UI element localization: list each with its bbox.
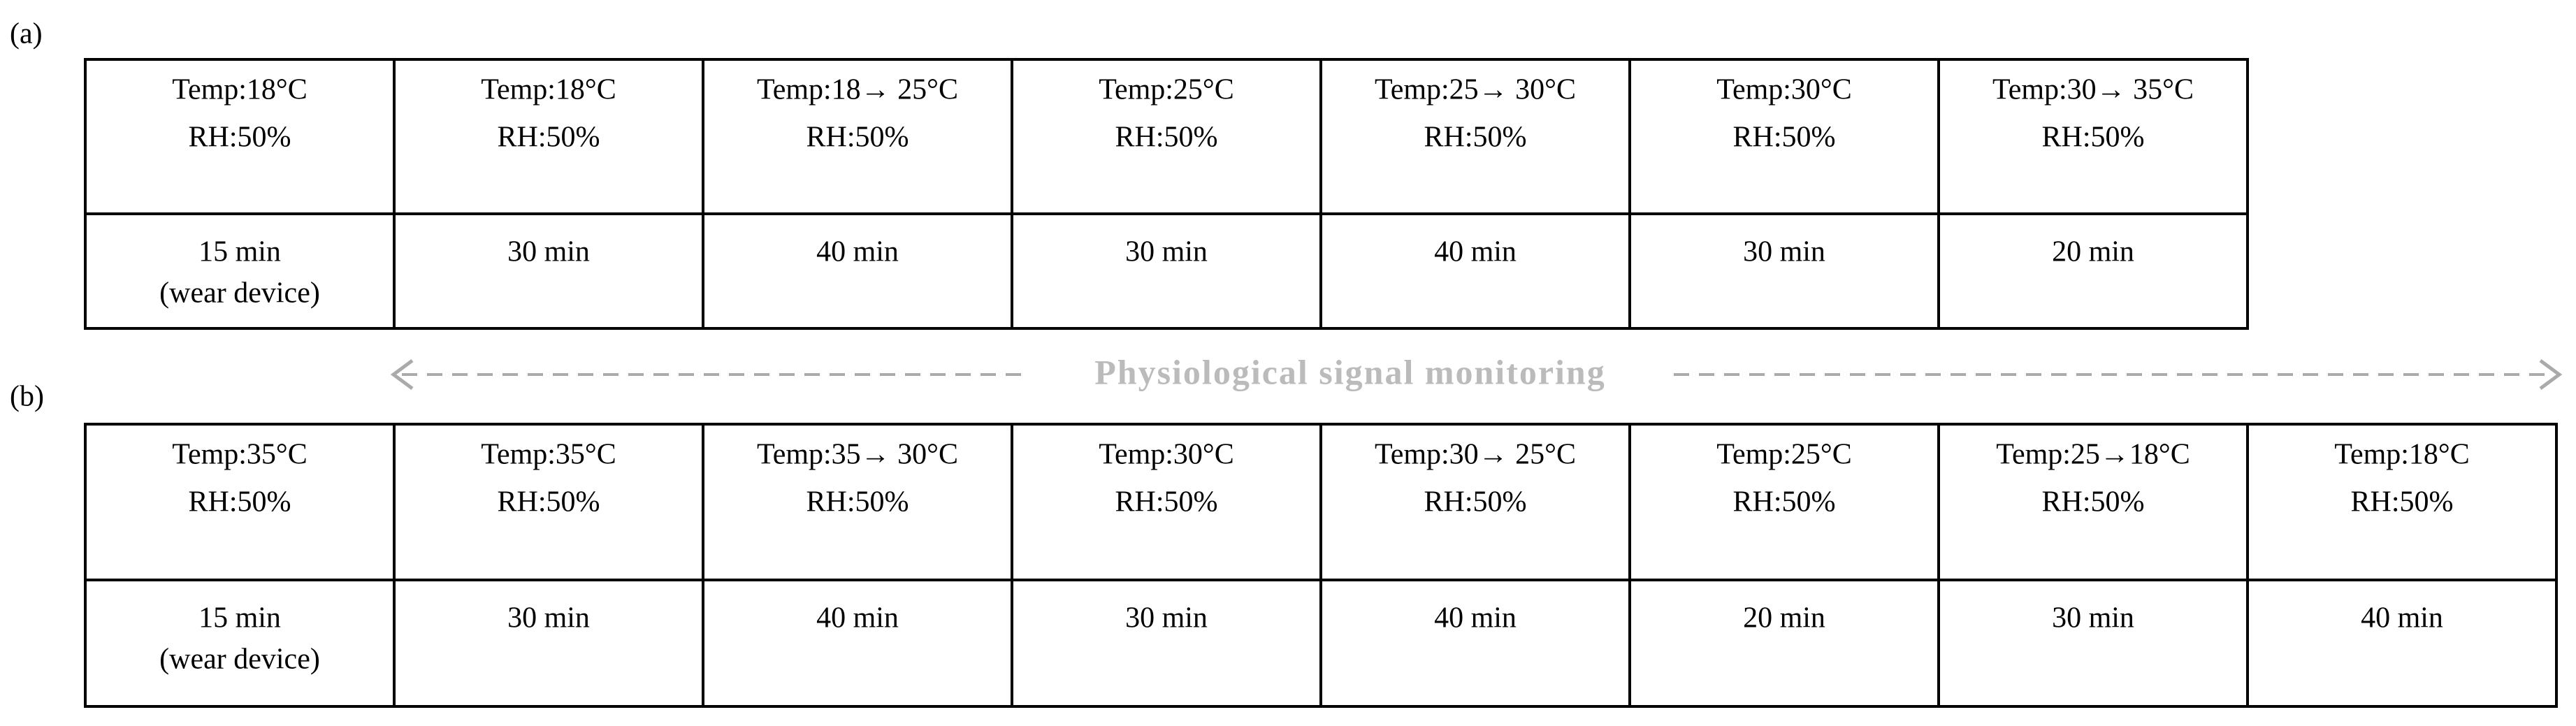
arrow-head [390, 358, 414, 391]
condition-text: RH:50% [806, 486, 909, 518]
condition-text: Temp:30°C [1716, 74, 1852, 106]
duration-text: 15 min [198, 602, 281, 634]
table-cell [1011, 212, 1322, 330]
condition-text: Temp:35°C [172, 439, 307, 471]
arrow-head [2539, 358, 2563, 391]
condition-text: Temp:18°C [481, 74, 616, 106]
table-cell [1319, 212, 1631, 330]
condition-text: RH:50% [2351, 486, 2454, 518]
table-cell [1011, 579, 1322, 708]
condition-text: RH:50% [189, 486, 291, 518]
table-cell [2246, 579, 2558, 708]
condition-text: RH:50% [498, 486, 600, 518]
table-cell [1937, 212, 2249, 330]
table-cell [702, 579, 1013, 708]
duration-text: 40 min [816, 602, 899, 634]
condition-text: Temp:18→ 25°C [757, 74, 958, 106]
condition-text: Temp:18°C [172, 74, 307, 106]
condition-text: Temp:25°C [1716, 439, 1852, 471]
duration-text: 30 min [1125, 236, 1208, 268]
condition-text: Temp:30→ 25°C [1375, 439, 1576, 471]
duration-text: 40 min [1434, 602, 1517, 634]
table-cell [1628, 579, 1940, 708]
duration-text: 20 min [1743, 602, 1825, 634]
condition-text: Temp:18°C [2334, 439, 2470, 471]
condition-text: Temp:35→ 30°C [757, 439, 958, 471]
table-cell [1319, 579, 1631, 708]
condition-text: Temp:30→ 35°C [1992, 74, 2194, 106]
duration-text: 30 min [2052, 602, 2134, 634]
table-cell [702, 212, 1013, 330]
condition-text: RH:50% [189, 122, 291, 154]
condition-text: RH:50% [1424, 122, 1527, 154]
table-cell [393, 212, 704, 330]
condition-text: Temp:30°C [1099, 439, 1234, 471]
duration-text: 30 min [1125, 602, 1208, 634]
condition-text: RH:50% [498, 122, 600, 154]
panel-label: (a) [10, 18, 43, 50]
table-cell [393, 579, 704, 708]
panel-label: (b) [10, 381, 44, 413]
duration-text: 40 min [1434, 236, 1517, 268]
table-cell [1937, 579, 2249, 708]
condition-text: Temp:35°C [481, 439, 616, 471]
condition-text: Temp:25→18°C [1996, 439, 2190, 471]
table-cell [1628, 212, 1940, 330]
condition-text: RH:50% [1115, 122, 1218, 154]
condition-text: RH:50% [2042, 486, 2145, 518]
condition-text: Temp:25→ 30°C [1375, 74, 1576, 106]
table-cell [84, 212, 396, 330]
condition-text: Temp:25°C [1099, 74, 1234, 106]
duration-text: 30 min [507, 236, 590, 268]
duration-text: (wear device) [159, 644, 320, 676]
duration-text: (wear device) [159, 277, 320, 310]
condition-text: RH:50% [806, 122, 909, 154]
duration-text: 30 min [507, 602, 590, 634]
condition-text: RH:50% [1424, 486, 1527, 518]
condition-text: RH:50% [1733, 486, 1836, 518]
duration-text: 40 min [816, 236, 899, 268]
condition-text: RH:50% [1115, 486, 1218, 518]
duration-text: 40 min [2361, 602, 2443, 634]
condition-text: RH:50% [1733, 122, 1836, 154]
monitoring-label: Physiological signal monitoring [1094, 352, 1606, 391]
duration-text: 15 min [198, 236, 281, 268]
duration-text: 20 min [2052, 236, 2134, 268]
condition-text: RH:50% [2042, 122, 2145, 154]
duration-text: 30 min [1743, 236, 1825, 268]
